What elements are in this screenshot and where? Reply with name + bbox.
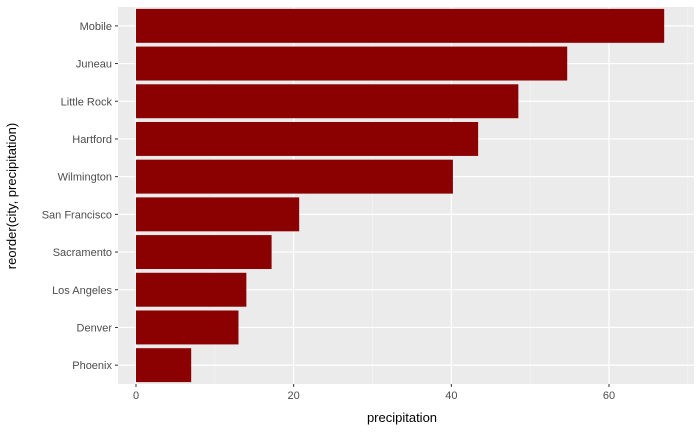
x-tick-label: 20 xyxy=(288,390,300,402)
bar-san-francisco xyxy=(136,197,300,232)
bar-little-rock xyxy=(136,84,519,119)
y-tick-label: Hartford xyxy=(72,134,112,146)
y-axis-title: reorder(city, precipitation) xyxy=(4,123,19,269)
y-tick-label: Wilmington xyxy=(58,172,112,184)
y-tick-label: Little Rock xyxy=(61,96,113,108)
x-tick-label: 60 xyxy=(603,390,615,402)
x-tick-label: 40 xyxy=(445,390,457,402)
x-axis: 0 20 40 60 xyxy=(133,384,615,402)
y-tick-label: Juneau xyxy=(76,59,112,71)
bar-sacramento xyxy=(136,235,272,270)
bar-denver xyxy=(136,310,239,345)
bars xyxy=(136,8,665,383)
y-tick-label: Sacramento xyxy=(53,247,112,259)
y-axis: Phoenix Denver Los Angeles Sacramento San Fr… xyxy=(42,21,118,372)
y-tick-label: Mobile xyxy=(80,21,112,33)
y-tick-label: San Francisco xyxy=(42,209,112,221)
bar-juneau xyxy=(136,46,568,81)
bar-mobile xyxy=(136,8,665,43)
x-tick-label: 0 xyxy=(133,390,139,402)
y-tick-label: Denver xyxy=(77,322,113,334)
bar-los-angeles xyxy=(136,272,247,307)
bar-wilmington xyxy=(136,159,453,194)
bar-phoenix xyxy=(136,348,192,383)
x-axis-title: precipitation xyxy=(367,410,437,425)
y-tick-label: Phoenix xyxy=(72,360,112,372)
bar-hartford xyxy=(136,121,479,156)
y-tick-label: Los Angeles xyxy=(52,285,112,297)
